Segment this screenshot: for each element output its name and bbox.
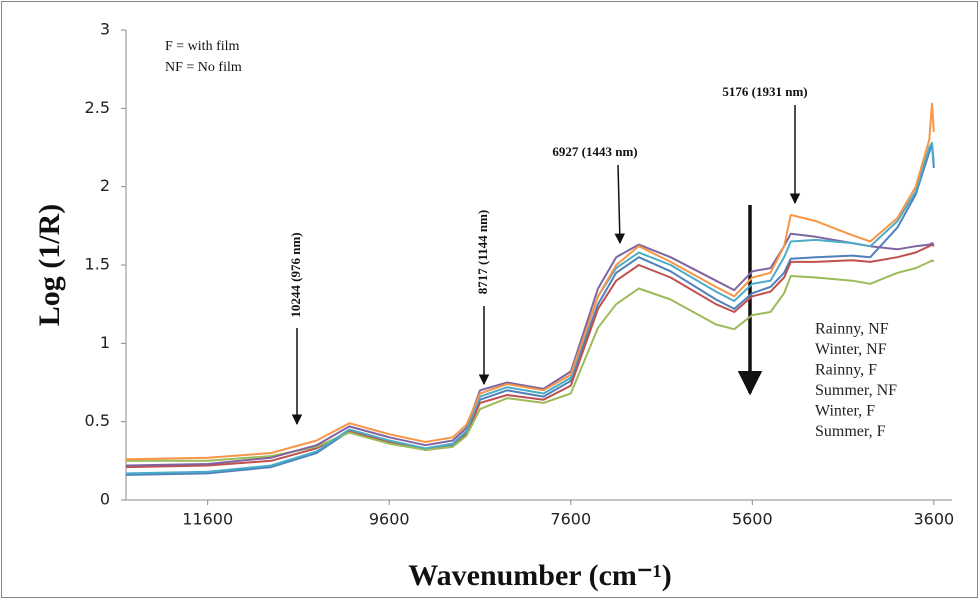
- x-tick-label: 5600: [732, 510, 773, 529]
- x-tick-label: 3600: [913, 510, 954, 529]
- key-text: F = with film: [165, 39, 240, 54]
- annotation-arrow: [614, 164, 626, 245]
- series-line: [125, 141, 935, 475]
- legend-label: Winter, NF: [815, 341, 887, 358]
- legend-label: Rainny, NF: [815, 321, 889, 338]
- y-axis-title: Log (1/R): [33, 204, 66, 327]
- legend-label: Winter, F: [815, 403, 875, 420]
- y-tick-label: 3: [100, 20, 110, 39]
- y-tick-label: 1: [100, 333, 110, 352]
- series-line: [125, 243, 935, 469]
- series-line: [125, 102, 935, 461]
- legend-label: Rainny, F: [815, 362, 877, 379]
- x-tick-label: 11600: [182, 510, 233, 529]
- key-text: NF = No film: [165, 60, 242, 75]
- x-axis-title: Wavenumber (cm⁻¹): [408, 559, 671, 592]
- y-tick-label: 0: [100, 490, 110, 509]
- annotation: 6927 (1443 nm): [552, 144, 637, 159]
- annotation: 5176 (1931 nm): [722, 84, 807, 99]
- y-tick-label: 2.5: [85, 98, 110, 117]
- plot: [125, 102, 935, 476]
- x-tick-label: 7600: [550, 510, 591, 529]
- annotation: 8717 (1144 nm): [475, 210, 490, 295]
- legend-label: Summer, F: [815, 423, 886, 440]
- y-tick-label: 2: [100, 176, 110, 195]
- y-tick-label: 1.5: [85, 255, 110, 274]
- series-line: [125, 143, 935, 476]
- legend-label: Summer, NF: [815, 382, 897, 399]
- x-tick-label: 9600: [369, 510, 410, 529]
- annotation: 10244 (976 nm): [288, 232, 303, 317]
- y-tick-label: 0.5: [85, 411, 110, 430]
- series-line: [126, 259, 935, 462]
- series-line: [125, 232, 935, 467]
